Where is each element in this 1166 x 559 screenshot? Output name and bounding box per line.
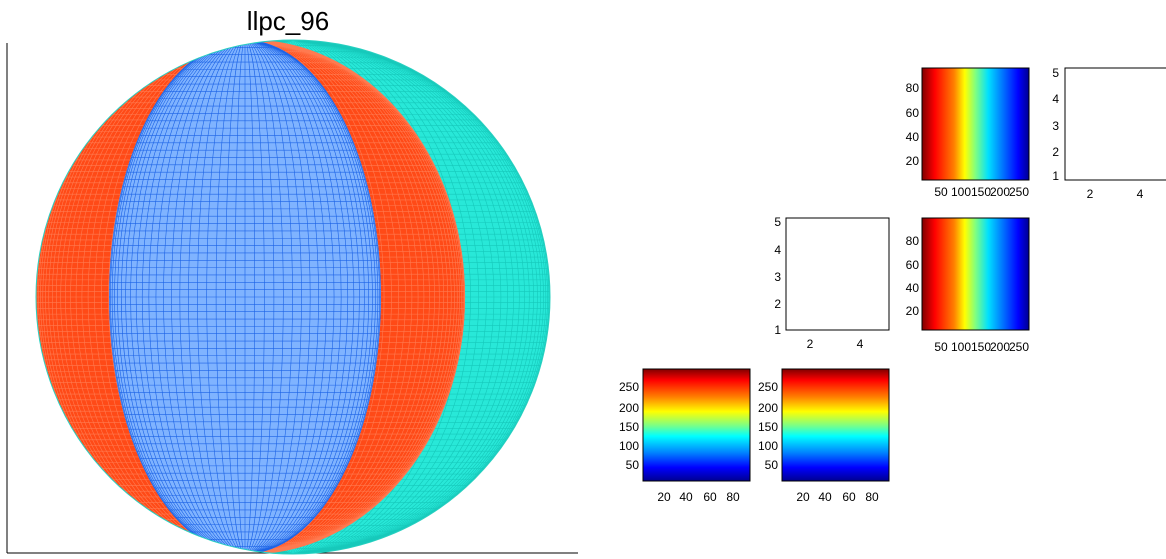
panel-1-xtick: 50 xyxy=(934,185,948,199)
panel-5-xtick: 60 xyxy=(703,490,717,504)
panel-5-ytick: 200 xyxy=(619,401,639,415)
panel-1-xtick: 100 xyxy=(951,185,971,199)
panel-2-ytick: 1 xyxy=(1052,169,1059,183)
panel-6-ytick: 200 xyxy=(758,401,778,415)
panel-3-xtick: 4 xyxy=(857,337,864,351)
panel-5-xtick: 80 xyxy=(726,490,740,504)
panel-6-ytick: 100 xyxy=(758,439,778,453)
blue-mesh-lines xyxy=(109,40,381,554)
panel-1-xtick: 200 xyxy=(990,185,1010,199)
panel-3: 5 4 3 2 1 2 4 xyxy=(774,215,890,351)
panel-6-xtick: 80 xyxy=(865,490,879,504)
panel-3-ytick: 5 xyxy=(774,215,781,229)
panel-6-ytick: 250 xyxy=(758,380,778,394)
panel-1-ytick: 20 xyxy=(906,154,920,168)
panel-5-ytick: 250 xyxy=(619,380,639,394)
panel-2: 5 4 3 2 1 2 4 xyxy=(1052,66,1166,201)
panel-2-xtick: 4 xyxy=(1137,187,1144,201)
panel-1-ytick: 40 xyxy=(906,130,920,144)
panel-1-ytick: 60 xyxy=(906,106,920,120)
panel-5-xtick: 40 xyxy=(679,490,693,504)
panel-4-xtick: 50 xyxy=(934,340,948,354)
panel-2-ytick: 4 xyxy=(1052,92,1059,106)
panel-5-frame xyxy=(642,368,751,482)
panel-1-frame xyxy=(921,67,1030,181)
panel-5: 250 200 150 100 50 20 40 60 80 xyxy=(619,368,751,504)
panel-4-xtick: 150 xyxy=(971,340,991,354)
panel-4-xtick: 200 xyxy=(990,340,1010,354)
panel-3-xtick: 2 xyxy=(807,337,814,351)
panel-5-image xyxy=(643,369,750,481)
panel-4-xtick: 250 xyxy=(1009,340,1029,354)
panel-2-ytick: 2 xyxy=(1052,145,1059,159)
panel-2-ytick: 3 xyxy=(1052,119,1059,133)
panel-3-ytick: 4 xyxy=(774,243,781,257)
panel-3-ytick: 3 xyxy=(774,270,781,284)
panel-4-frame xyxy=(921,217,1030,331)
panel-4-ytick: 40 xyxy=(906,281,920,295)
panel-5-ytick: 150 xyxy=(619,420,639,434)
panel-6: 250 200 150 100 50 20 40 60 80 xyxy=(758,368,890,504)
panel-2-xtick: 2 xyxy=(1087,187,1094,201)
panel-6-frame xyxy=(781,368,890,482)
panel-5-ytick: 100 xyxy=(619,439,639,453)
main-title: llpc_96 xyxy=(247,6,329,36)
panel-1-xtick: 150 xyxy=(971,185,991,199)
panel-1: 80 60 40 20 50 100 150 200 250 xyxy=(906,67,1030,199)
panel-5-ytick: 50 xyxy=(626,458,640,472)
panel-3-frame xyxy=(785,217,890,331)
panel-1-ytick: 80 xyxy=(906,81,920,95)
panel-4-xtick: 100 xyxy=(951,340,971,354)
panel-4: 80 60 40 20 50 100 150 200 250 xyxy=(906,217,1030,354)
panel-2-ytick: 5 xyxy=(1052,66,1059,80)
panel-4-ytick: 80 xyxy=(906,234,920,248)
panel-4-image xyxy=(922,218,1029,330)
panel-6-xtick: 40 xyxy=(818,490,832,504)
panel-6-image xyxy=(782,369,889,481)
panel-2-frame xyxy=(1064,67,1166,181)
panel-1-xtick: 250 xyxy=(1009,185,1029,199)
panel-3-ytick: 1 xyxy=(774,323,781,337)
panel-4-ytick: 60 xyxy=(906,258,920,272)
panel-5-xtick: 20 xyxy=(657,490,671,504)
sphere-surface xyxy=(35,39,551,555)
panel-1-image xyxy=(922,68,1029,180)
sphere-outline xyxy=(35,39,551,555)
panel-6-xtick: 20 xyxy=(796,490,810,504)
panel-6-xtick: 60 xyxy=(842,490,856,504)
panel-4-ytick: 20 xyxy=(906,304,920,318)
panel-6-ytick: 150 xyxy=(758,420,778,434)
panel-6-ytick: 50 xyxy=(765,458,779,472)
panel-3-ytick: 2 xyxy=(774,297,781,311)
sphere-middle-mesh xyxy=(109,40,381,554)
